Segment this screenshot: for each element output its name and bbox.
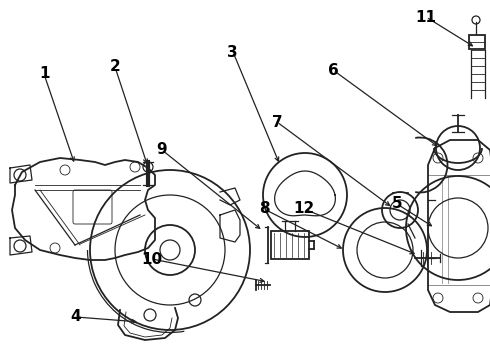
- Bar: [469, 35, 485, 49]
- Text: 6: 6: [328, 63, 339, 78]
- Text: 12: 12: [293, 201, 315, 216]
- Text: 8: 8: [259, 201, 270, 216]
- Text: 9: 9: [156, 142, 167, 157]
- Text: 11: 11: [416, 10, 437, 25]
- Bar: [271, 231, 309, 259]
- Text: 10: 10: [141, 252, 163, 267]
- Text: 1: 1: [39, 66, 49, 81]
- Text: 2: 2: [110, 59, 121, 74]
- Text: 5: 5: [392, 196, 402, 211]
- Text: 7: 7: [271, 115, 282, 130]
- Text: 4: 4: [71, 309, 81, 324]
- Text: 3: 3: [227, 45, 238, 60]
